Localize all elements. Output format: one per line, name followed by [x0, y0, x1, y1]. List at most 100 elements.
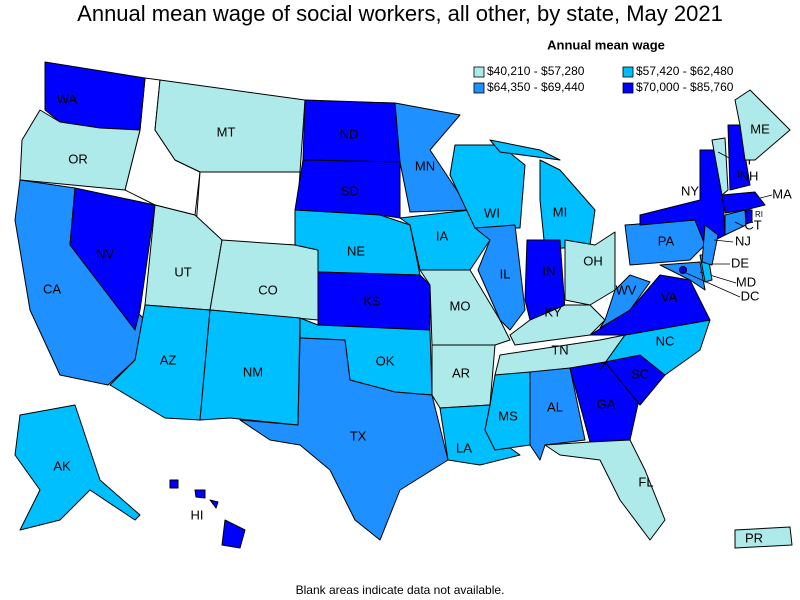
- state-label: MO: [450, 298, 471, 313]
- map-title: Annual mean wage of social workers, all …: [77, 1, 723, 26]
- leader-line: [685, 272, 741, 298]
- state-shape: [169, 479, 179, 489]
- state-label: WI: [484, 205, 500, 220]
- state-label: NH: [740, 168, 759, 183]
- state: PR: [734, 526, 793, 549]
- state: CT: [724, 209, 762, 236]
- legend-label: $40,210 - $57,280: [487, 64, 585, 78]
- state-label: WA: [57, 91, 78, 106]
- state-shape: [221, 519, 246, 549]
- footnote: Blank areas indicate data not available.: [296, 583, 505, 597]
- state: AK: [14, 404, 141, 531]
- state-shape: [721, 191, 766, 214]
- leader-line: [737, 169, 740, 178]
- state-label: DC: [741, 288, 760, 303]
- state: MD: [659, 261, 756, 291]
- state: MO: [419, 269, 511, 346]
- state-shape: [679, 266, 687, 274]
- state-label: PA: [658, 233, 675, 248]
- state-label: FL: [638, 474, 653, 489]
- state: KY: [509, 304, 606, 346]
- state: MI: [489, 139, 596, 251]
- state-label: UT: [174, 264, 191, 279]
- state: HI: [169, 479, 246, 549]
- state: OR: [19, 109, 141, 191]
- state: PA: [624, 219, 706, 266]
- state-label: IL: [500, 266, 511, 281]
- legend-swatch: [473, 66, 485, 78]
- states: WA OR CA NV MT UT CO AZ NM ND SD NE KS OK TX MN IA MO AR LA…: [14, 61, 793, 549]
- state-shape: [734, 526, 793, 549]
- state-label: OH: [583, 253, 603, 268]
- state-shape: [239, 337, 449, 541]
- state-label: AL: [547, 399, 563, 414]
- state-label: HI: [191, 507, 204, 522]
- state-label: NJ: [735, 233, 751, 248]
- state: MS: [484, 371, 531, 451]
- state-label: MT: [217, 124, 236, 139]
- legend-swatch: [473, 82, 485, 94]
- state-shape: [209, 239, 319, 321]
- state: MA: [721, 186, 792, 214]
- state: AR: [431, 344, 496, 409]
- state-label: TX: [350, 428, 367, 443]
- legend: $40,210 - $57,280 $57,420 - $62,480 $64,35…: [473, 64, 734, 94]
- state-label: MA: [772, 186, 792, 201]
- leader-line: [713, 239, 734, 243]
- state-shape: [294, 159, 401, 219]
- state-shape: [19, 109, 141, 191]
- state: IL: [474, 224, 526, 331]
- state-label: NY: [681, 183, 699, 198]
- state: SD: [294, 159, 401, 219]
- state-label: ME: [750, 121, 770, 136]
- state-label: DE: [731, 255, 749, 270]
- state-shape: [489, 139, 561, 161]
- state-label: AR: [452, 365, 470, 380]
- state: NJ: [701, 224, 751, 266]
- leader-line: [734, 221, 744, 227]
- state-shape: [745, 209, 753, 225]
- state: ND: [302, 99, 401, 163]
- state-shape: [474, 224, 526, 331]
- state: WA: [44, 61, 146, 131]
- state: WI: [449, 144, 526, 229]
- state: NV: [69, 187, 156, 331]
- state: ME: [734, 89, 791, 161]
- legend-swatch: [622, 66, 634, 78]
- state-label: NM: [243, 364, 263, 379]
- state: NM: [199, 309, 301, 426]
- state-label: MS: [498, 408, 518, 423]
- state-label: OK: [376, 353, 395, 368]
- state-label: LA: [456, 440, 472, 455]
- state: SC: [604, 354, 666, 406]
- legend-label: $70,000 - $85,760: [636, 80, 734, 94]
- state-label: VA: [661, 289, 678, 304]
- state-label: AK: [53, 458, 71, 473]
- state-label: MI: [553, 204, 567, 219]
- state: TX: [239, 337, 449, 541]
- state-label: KY: [544, 304, 562, 319]
- state-label: CO: [258, 282, 278, 297]
- state-label: SC: [631, 366, 649, 381]
- state-shape: [14, 404, 141, 531]
- state-shape: [711, 137, 729, 196]
- legend-label: $64,350 - $69,440: [487, 80, 585, 94]
- state-shape: [727, 124, 751, 191]
- state-label: NE: [347, 243, 365, 258]
- state-label: RI: [755, 210, 763, 219]
- legend-title: Annual mean wage: [547, 37, 665, 52]
- state-shape: [194, 489, 206, 499]
- state-label: PR: [745, 530, 763, 545]
- state-label: MD: [736, 274, 756, 289]
- state-shape: [701, 224, 719, 266]
- state: CO: [209, 239, 319, 321]
- state: NH: [727, 124, 759, 191]
- legend-label: $57,420 - $62,480: [636, 64, 734, 78]
- state-label: KS: [363, 293, 381, 308]
- state-label: MN: [415, 158, 435, 173]
- state-shape: [317, 271, 431, 331]
- state-label: WV: [616, 282, 637, 297]
- state-shape: [734, 89, 791, 161]
- state-shape: [509, 304, 606, 346]
